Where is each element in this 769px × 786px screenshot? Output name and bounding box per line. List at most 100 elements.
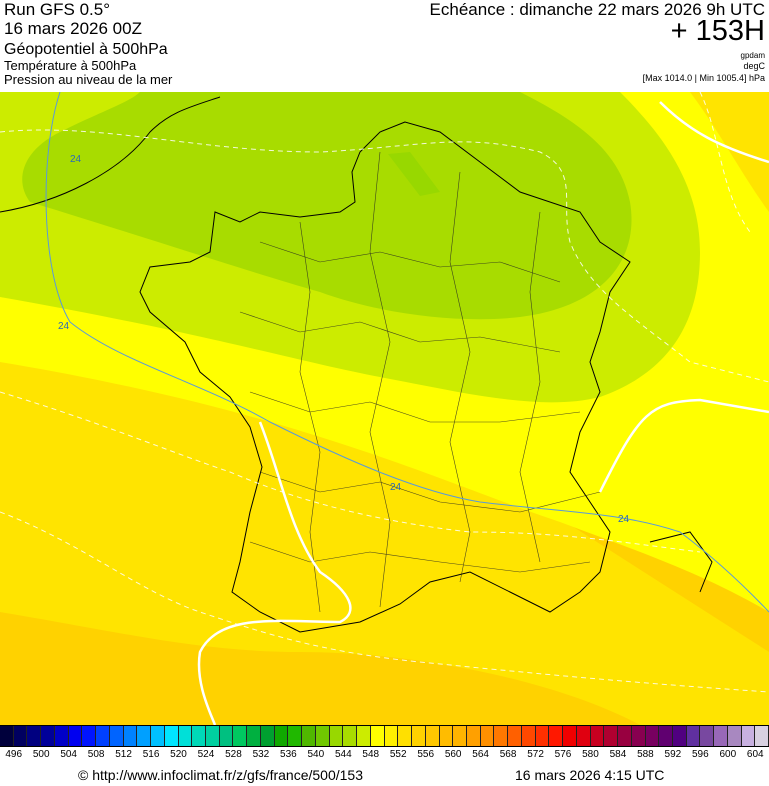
colorbar-swatch <box>755 726 769 746</box>
geopotential-dashed <box>0 92 769 693</box>
colorbar-swatch <box>151 726 165 746</box>
colorbar-swatch <box>315 726 330 746</box>
colorbar-swatch <box>672 726 687 746</box>
unit-gpdam: gpdam <box>740 51 765 60</box>
colorbar-swatch <box>563 726 577 746</box>
colorbar-label: 536 <box>280 749 297 760</box>
colorbar-swatch <box>453 726 467 746</box>
colorbar-label: 524 <box>197 749 215 760</box>
colorbar-swatch <box>357 726 371 746</box>
colorbar-swatch <box>302 726 316 746</box>
contour-label: 24 <box>390 482 402 493</box>
lead-time: + 153H <box>670 15 765 47</box>
colorbar-label: 540 <box>307 749 325 760</box>
colorbar-label: 528 <box>225 749 242 760</box>
colorbar-swatch <box>727 726 742 746</box>
colorbar-swatch <box>480 726 495 746</box>
colorbar-label: 564 <box>472 749 489 760</box>
colorbar-swatch <box>68 726 83 746</box>
colorbar-swatch <box>54 726 69 746</box>
colorbar-swatch <box>137 726 152 746</box>
contour-labels: 24 24 24 24 <box>58 154 630 525</box>
temperature-isotherm-24 <box>45 92 769 613</box>
fill-dark-green <box>22 92 632 320</box>
colorbar-label: 548 <box>362 749 380 760</box>
colorbar-swatch <box>96 726 110 746</box>
colorbar <box>0 725 769 747</box>
generation-timestamp: 16 mars 2026 4:15 UTC <box>515 767 665 783</box>
colorbar-swatch <box>192 726 207 746</box>
contour-label: 24 <box>618 514 630 525</box>
colorbar-swatch <box>425 726 440 746</box>
colorbar-label: 516 <box>142 749 160 760</box>
colorbar-swatch <box>164 726 179 746</box>
fill-green-spot <box>388 152 440 196</box>
colorbar-label: 532 <box>252 749 270 760</box>
colorbar-swatch <box>618 726 632 746</box>
colorbar-swatch <box>370 726 385 746</box>
colorbar-swatch <box>494 726 509 746</box>
colorbar-swatch <box>549 726 564 746</box>
fill-gold <box>0 342 769 725</box>
colorbar-label: 588 <box>637 749 654 760</box>
contour-label: 24 <box>58 321 70 332</box>
colorbar-swatch <box>659 726 673 746</box>
colorbar-swatch <box>233 726 248 746</box>
colorbar-swatch <box>0 726 14 746</box>
colorbar-swatch <box>700 726 715 746</box>
colorbar-swatch <box>178 726 193 746</box>
colorbar-swatch <box>439 726 454 746</box>
colorbar-swatch <box>123 726 138 746</box>
colorbar-label: 568 <box>499 749 517 760</box>
colorbar-label: 496 <box>5 749 23 760</box>
colorbar-label: 596 <box>691 749 709 760</box>
colorbar-swatch <box>27 726 42 746</box>
colorbar-swatch <box>274 726 289 746</box>
field-pressure: Pression au niveau de la mer <box>4 72 173 87</box>
colorbar-swatch <box>384 726 399 746</box>
colorbar-swatch <box>247 726 261 746</box>
colorbar-swatch <box>508 726 522 746</box>
colorbar-swatch <box>13 726 28 746</box>
colorbar-swatch <box>645 726 660 746</box>
colorbar-label: 592 <box>664 749 682 760</box>
colorbar-label: 512 <box>115 749 132 760</box>
contour-label: 24 <box>70 154 82 165</box>
colorbar-labels: 496 500 504 508 512 516 520 524 528 532 536 540 544 5… <box>0 749 769 761</box>
colorbar-label: 604 <box>746 749 764 760</box>
colorbar-swatch <box>466 726 481 746</box>
colorbar-swatch <box>576 726 591 746</box>
colorbar-label: 500 <box>32 749 50 760</box>
colorbar-swatch <box>714 726 728 746</box>
colorbar-label: 576 <box>554 749 572 760</box>
colorbar-label: 556 <box>417 749 435 760</box>
colorbar-swatch <box>343 726 358 746</box>
field-geopotential: Géopotentiel à 500hPa <box>4 41 168 58</box>
source-url[interactable]: © http://www.infoclimat.fr/z/gfs/france/… <box>78 767 363 783</box>
run-title: Run GFS 0.5° <box>4 0 111 19</box>
run-date: 16 mars 2026 00Z <box>4 19 142 38</box>
isobar-solid <box>197 101 769 725</box>
colorbar-swatch <box>206 726 220 746</box>
colorbar-swatch <box>521 726 536 746</box>
field-temperature: Température à 500hPa <box>4 58 137 73</box>
colorbar-swatch <box>412 726 426 746</box>
colorbar-label: 544 <box>334 749 352 760</box>
colorbar-label: 520 <box>170 749 187 760</box>
colorbar-label: 560 <box>444 749 462 760</box>
colorbar-swatch <box>288 726 303 746</box>
pressure-minmax: [Max 1014.0 | Min 1005.4] hPa <box>642 73 765 83</box>
colorbar-label: 572 <box>527 749 544 760</box>
colorbar-swatch <box>82 726 97 746</box>
colorbar-swatch <box>686 726 701 746</box>
colorbar-swatch <box>535 726 550 746</box>
colorbar-label: 504 <box>60 749 77 760</box>
colorbar-swatch <box>109 726 124 746</box>
forecast-valid-time: Echéance : dimanche 22 mars 2026 9h UTC <box>429 0 765 19</box>
fill-gold-ne <box>690 92 769 292</box>
colorbar-swatch <box>398 726 413 746</box>
colorbar-swatch <box>41 726 55 746</box>
colorbar-swatch <box>631 726 646 746</box>
colorbar-label: 600 <box>719 749 737 760</box>
colorbar-swatch <box>590 726 605 746</box>
